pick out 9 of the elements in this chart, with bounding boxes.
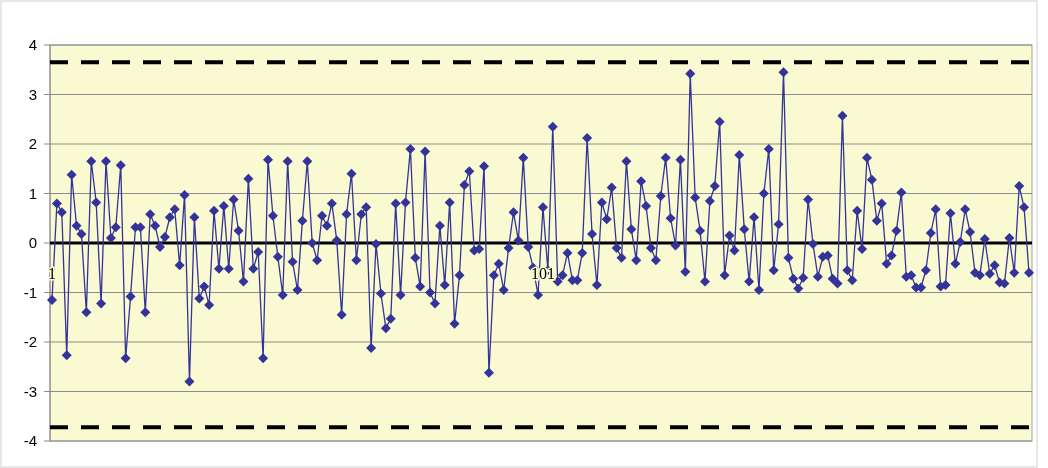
y-tick-label: -4	[23, 432, 37, 450]
y-tick-label: 1	[28, 184, 37, 202]
y-tick-label: 2	[28, 135, 37, 153]
y-tick-label: -3	[23, 382, 37, 400]
y-tick-label: -1	[23, 283, 37, 301]
y-tick-label: 3	[28, 85, 37, 103]
y-tick-label: -2	[23, 333, 37, 351]
y-tick-label: 4	[28, 36, 37, 54]
y-tick-label: 0	[28, 234, 37, 252]
